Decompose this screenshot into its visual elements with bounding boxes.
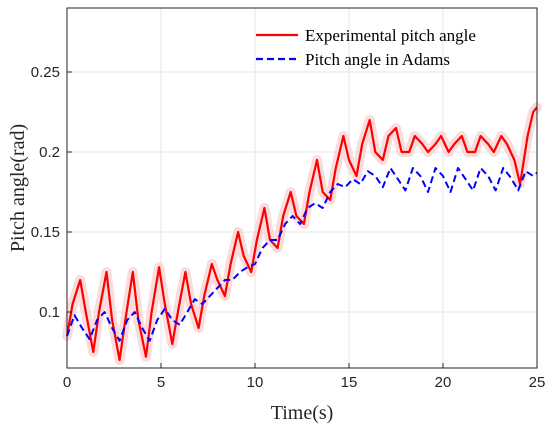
x-tick-label: 25 xyxy=(529,374,546,391)
x-tick-label: 5 xyxy=(157,374,165,391)
plot-area xyxy=(67,8,537,368)
x-tick-label: 10 xyxy=(247,374,264,391)
x-tick-label: 15 xyxy=(341,374,358,391)
x-axis-label: Time(s) xyxy=(271,402,334,424)
series-lines xyxy=(65,106,538,362)
y-tick-label: 0.1 xyxy=(39,304,60,321)
x-tick-label: 0 xyxy=(63,374,71,391)
axis-ticks: 0 5 10 15 20 25 0.1 0.15 0.2 0.25 xyxy=(31,64,546,391)
experimental-pitch-line xyxy=(65,106,538,362)
y-tick-label: 0.25 xyxy=(31,64,60,81)
y-axis-label: Pitch angle(rad) xyxy=(7,124,29,252)
legend: Experimental pitch angle Pitch angle in A… xyxy=(256,26,476,69)
x-tick-label: 20 xyxy=(435,374,452,391)
legend-label: Experimental pitch angle xyxy=(305,26,476,45)
legend-label: Pitch angle in Adams xyxy=(305,50,450,69)
plot-frame xyxy=(66,7,538,369)
y-tick-label: 0.2 xyxy=(39,144,60,161)
adams-pitch-line xyxy=(66,167,538,342)
y-tick-label: 0.15 xyxy=(31,224,60,241)
